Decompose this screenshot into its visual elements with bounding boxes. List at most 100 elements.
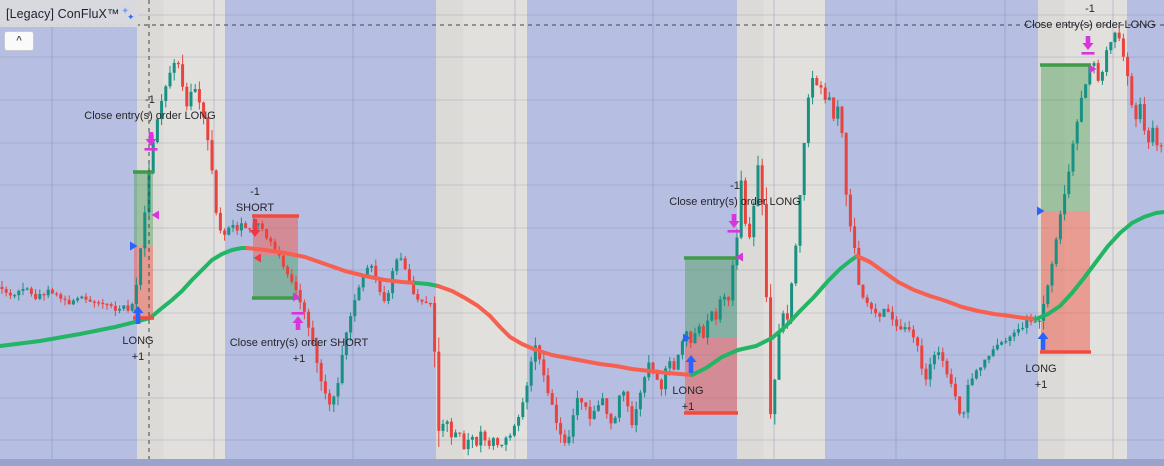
candle-body: [206, 117, 210, 141]
candle-body: [668, 361, 672, 369]
candle-body: [97, 302, 101, 304]
candle-body: [365, 267, 369, 275]
candle-body: [739, 180, 743, 238]
candle-body: [840, 106, 844, 134]
candle-body: [680, 341, 684, 355]
candle-body: [63, 298, 67, 300]
candle-body: [17, 290, 21, 296]
candle-body: [164, 86, 168, 101]
candle-body: [101, 302, 105, 305]
candle-body: [319, 362, 323, 382]
candle-body: [899, 326, 903, 330]
candle-body: [168, 72, 172, 87]
candle-body: [869, 302, 873, 309]
candle-body: [155, 119, 159, 143]
candle-body: [517, 417, 521, 426]
candle-body: [395, 259, 399, 272]
candle-body: [575, 398, 579, 416]
trade-label: +1: [1035, 379, 1048, 391]
candle-body: [8, 292, 12, 296]
svg-text:✦: ✦: [121, 6, 129, 17]
candle-body: [617, 395, 621, 418]
candle-body: [554, 404, 558, 424]
candle-body: [932, 355, 936, 365]
order-fill-bar: [291, 312, 305, 315]
candle-body: [953, 383, 957, 397]
candle-body: [676, 354, 680, 370]
candle-body: [50, 289, 54, 294]
indicator-title[interactable]: [Legacy] ConFluX™: [6, 6, 120, 21]
candle-body: [496, 438, 500, 446]
candle-body: [722, 296, 726, 300]
candle-body: [344, 332, 348, 355]
candle-body: [1054, 239, 1058, 264]
candle-body: [55, 293, 59, 295]
candle-body: [924, 368, 928, 380]
candle-body: [588, 406, 592, 419]
candle-body: [416, 294, 420, 300]
candle-body: [311, 327, 315, 345]
trade-label: Close entry(s) order LONG: [84, 110, 215, 122]
trade-label: -1: [250, 186, 260, 198]
candle-body: [941, 352, 945, 361]
candle-body: [525, 385, 529, 403]
collapse-indicator-button[interactable]: ^: [4, 31, 34, 51]
candle-body: [567, 436, 571, 443]
candle-body: [340, 354, 344, 384]
candle-body: [785, 313, 789, 320]
candle-body: [113, 305, 117, 311]
candle-body: [622, 391, 626, 396]
candle-body: [1142, 104, 1146, 131]
candle-body: [244, 223, 248, 229]
candle-body: [0, 286, 4, 290]
candle-body: [546, 375, 550, 394]
candle-body: [958, 396, 962, 414]
candle-body: [1050, 263, 1054, 286]
candle-body: [937, 352, 941, 356]
candle-body: [76, 298, 80, 301]
candle-body: [974, 370, 978, 379]
candle-body: [273, 241, 277, 252]
candle-body: [1067, 171, 1071, 195]
candle-body: [920, 345, 924, 369]
candle-body: [1092, 63, 1096, 66]
candle-body: [290, 274, 294, 282]
candle-body: [370, 265, 374, 268]
candle-body: [970, 378, 974, 385]
candle-body: [777, 331, 781, 380]
candle-body: [1109, 42, 1113, 51]
trade-label: Close entry(s) order SHORT: [230, 337, 369, 349]
candle-body: [701, 326, 705, 338]
session-band-highlight: [463, 0, 527, 466]
long-entry-arrow-icon: [132, 306, 144, 324]
candle-body: [1042, 303, 1046, 321]
sparkles-icon[interactable]: ✦ ✦: [120, 4, 140, 24]
candle-body: [239, 223, 243, 231]
fill-marker-right-icon: [1037, 206, 1045, 216]
candle-body: [580, 398, 584, 403]
candle-body: [592, 410, 596, 419]
candle-body: [193, 89, 197, 92]
candle-body: [1033, 321, 1037, 323]
candle-body: [731, 265, 735, 301]
candle-body: [1025, 317, 1029, 328]
candle-body: [1138, 104, 1142, 120]
candle-body: [437, 351, 441, 431]
candle-body: [487, 440, 491, 446]
candle-body: [764, 203, 768, 298]
candle-body: [176, 62, 180, 65]
candle-body: [1063, 194, 1067, 215]
indicator-legend[interactable]: [Legacy] ConFluX™: [0, 0, 138, 27]
pane-separator[interactable]: [0, 459, 1164, 466]
candle-body: [265, 229, 269, 239]
candle-body: [424, 301, 428, 304]
candle-body: [420, 299, 424, 302]
candle-body: [42, 294, 46, 296]
candle-body: [1046, 285, 1050, 304]
candle-body: [1151, 127, 1155, 143]
candle-body: [189, 91, 193, 107]
candle-body: [626, 391, 630, 407]
candle-body: [802, 142, 806, 195]
trade-label: -1: [730, 180, 740, 192]
